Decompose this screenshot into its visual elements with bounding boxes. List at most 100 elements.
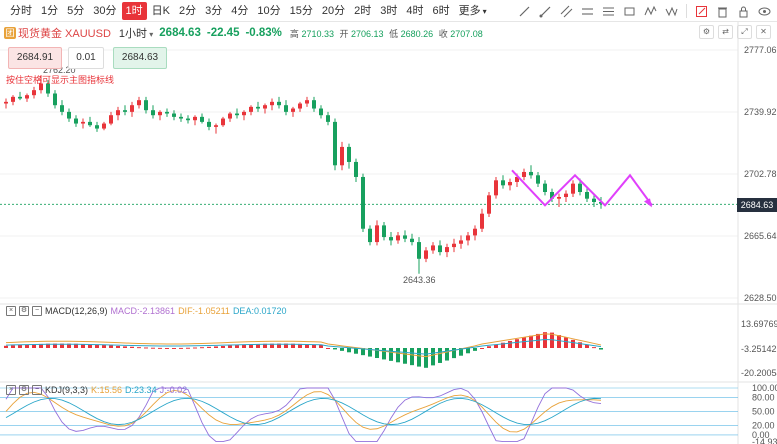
price-change-pct: -0.83% bbox=[245, 27, 282, 39]
macd-bar bbox=[508, 340, 512, 348]
candle-body bbox=[340, 146, 344, 166]
macd-bar bbox=[137, 347, 141, 349]
last-price: 2684.63 bbox=[159, 27, 201, 39]
parallel-channel-icon[interactable] bbox=[558, 3, 575, 20]
candle-body bbox=[487, 195, 491, 214]
timeframe-5[interactable]: 日K bbox=[151, 4, 170, 17]
macd-bar bbox=[95, 344, 99, 348]
horizontal-line-icon[interactable] bbox=[579, 3, 596, 20]
timeframe-10[interactable]: 15分 bbox=[289, 4, 313, 17]
edit-icon[interactable] bbox=[693, 3, 710, 20]
timeframe-6[interactable]: 2分 bbox=[178, 4, 197, 17]
price-chart[interactable]: 2762.20 2643.36 2777.06 2739.92 2702.78 2665… bbox=[0, 22, 777, 444]
timeframe-9[interactable]: 10分 bbox=[257, 4, 281, 17]
timeframe-2[interactable]: 5分 bbox=[67, 4, 85, 17]
timeframe-13[interactable]: 3时 bbox=[380, 4, 398, 17]
trendline-icon[interactable] bbox=[516, 3, 533, 20]
sell-button[interactable]: 2684.91 bbox=[8, 47, 62, 69]
lock-icon[interactable] bbox=[735, 3, 752, 20]
macd-bar bbox=[165, 347, 169, 349]
interval-select[interactable]: 1小时 bbox=[119, 25, 153, 41]
candle-body bbox=[130, 105, 134, 112]
candle-body bbox=[354, 161, 358, 177]
fullscreen-icon[interactable]: ⤢ bbox=[737, 25, 752, 39]
chart-controls: ⚙ ⇄ ⤢ ✕ bbox=[699, 25, 771, 39]
timeframe-8[interactable]: 4分 bbox=[231, 4, 249, 17]
kdj-tick-label: 50.00 bbox=[752, 406, 775, 416]
timeframe-14[interactable]: 4时 bbox=[406, 4, 424, 17]
settings-icon[interactable]: ⚙ bbox=[699, 25, 714, 39]
macd-bar bbox=[417, 348, 421, 367]
candle-body bbox=[109, 115, 113, 124]
symbol-name[interactable]: 现货黄金 XAUUSD bbox=[18, 28, 111, 40]
candle-body bbox=[522, 171, 526, 177]
settings-icon[interactable]: ⚙ bbox=[19, 306, 29, 316]
macd-tick-label: 13.69769 bbox=[741, 319, 777, 329]
eye-icon[interactable] bbox=[756, 3, 773, 20]
kdj-name[interactable]: KDJ(9,3,3) bbox=[45, 385, 89, 395]
candle-body bbox=[193, 116, 197, 121]
collapse-icon[interactable]: × bbox=[6, 306, 16, 316]
macd-bar bbox=[592, 347, 596, 349]
timeframe-3[interactable]: 30分 bbox=[93, 4, 117, 17]
macd-bar bbox=[564, 337, 568, 348]
candle-body bbox=[396, 235, 400, 241]
macd-bar bbox=[578, 342, 582, 348]
macd-bar bbox=[200, 347, 204, 349]
timeframe-7[interactable]: 3分 bbox=[205, 4, 223, 17]
rectangle-icon[interactable] bbox=[621, 3, 638, 20]
macd-bar bbox=[46, 343, 50, 348]
gold-logo-icon: 团 bbox=[4, 27, 16, 39]
fib-icon[interactable] bbox=[600, 3, 617, 20]
settings-icon[interactable]: ⚙ bbox=[19, 385, 29, 395]
macd-panel bbox=[4, 332, 603, 368]
price-tick-label: 2702.78 bbox=[744, 169, 777, 179]
timeframe-15[interactable]: 6时 bbox=[432, 4, 450, 17]
buy-button[interactable]: 2684.63 bbox=[113, 47, 167, 69]
timeframe-16[interactable]: 更多 bbox=[455, 2, 491, 20]
candle-body bbox=[81, 121, 85, 124]
macd-bar bbox=[102, 345, 106, 348]
price-tick-label: 2628.50 bbox=[744, 293, 777, 303]
timeframe-0[interactable]: 分时 bbox=[10, 4, 32, 17]
close-value: 2707.08 bbox=[450, 28, 483, 39]
candle-body bbox=[186, 118, 190, 121]
hide-icon[interactable]: − bbox=[32, 306, 42, 316]
macd-bar bbox=[445, 348, 449, 361]
zigzag-icon[interactable] bbox=[663, 3, 680, 20]
macd-bar bbox=[291, 343, 295, 348]
macd-bar bbox=[550, 332, 554, 348]
macd-bar bbox=[270, 343, 274, 348]
compare-icon[interactable]: ⇄ bbox=[718, 25, 733, 39]
timeframe-1[interactable]: 1分 bbox=[41, 4, 59, 17]
candle-body bbox=[200, 116, 204, 122]
delete-icon[interactable] bbox=[714, 3, 731, 20]
macd-bar bbox=[249, 344, 253, 348]
candle-body bbox=[417, 242, 421, 259]
candle-body bbox=[410, 238, 414, 243]
timeframe-11[interactable]: 20分 bbox=[321, 4, 346, 17]
timeframe-12[interactable]: 2时 bbox=[354, 4, 372, 17]
collapse-icon[interactable]: × bbox=[6, 385, 16, 395]
macd-name[interactable]: MACD(12,26,9) bbox=[45, 306, 108, 316]
candle-body bbox=[305, 100, 309, 104]
macd-bar bbox=[88, 344, 92, 348]
candle-body bbox=[88, 121, 92, 126]
macd-bar bbox=[116, 345, 120, 348]
wave-icon[interactable] bbox=[642, 3, 659, 20]
ray-icon[interactable] bbox=[537, 3, 554, 20]
quantity-field[interactable]: 0.01 bbox=[68, 47, 104, 69]
macd-bar bbox=[522, 337, 526, 348]
candle-body bbox=[333, 121, 337, 166]
macd-bar bbox=[298, 343, 302, 348]
candle-body bbox=[326, 115, 330, 122]
macd-bar bbox=[347, 348, 351, 353]
macd-bar bbox=[326, 348, 330, 349]
timeframe-4[interactable]: 1时 bbox=[121, 1, 147, 20]
macd-bar bbox=[123, 346, 127, 348]
candle-body bbox=[564, 193, 568, 198]
macd-bar bbox=[228, 345, 232, 348]
hide-icon[interactable]: − bbox=[32, 385, 42, 395]
close-icon[interactable]: ✕ bbox=[756, 25, 771, 39]
candle-body bbox=[585, 191, 589, 199]
